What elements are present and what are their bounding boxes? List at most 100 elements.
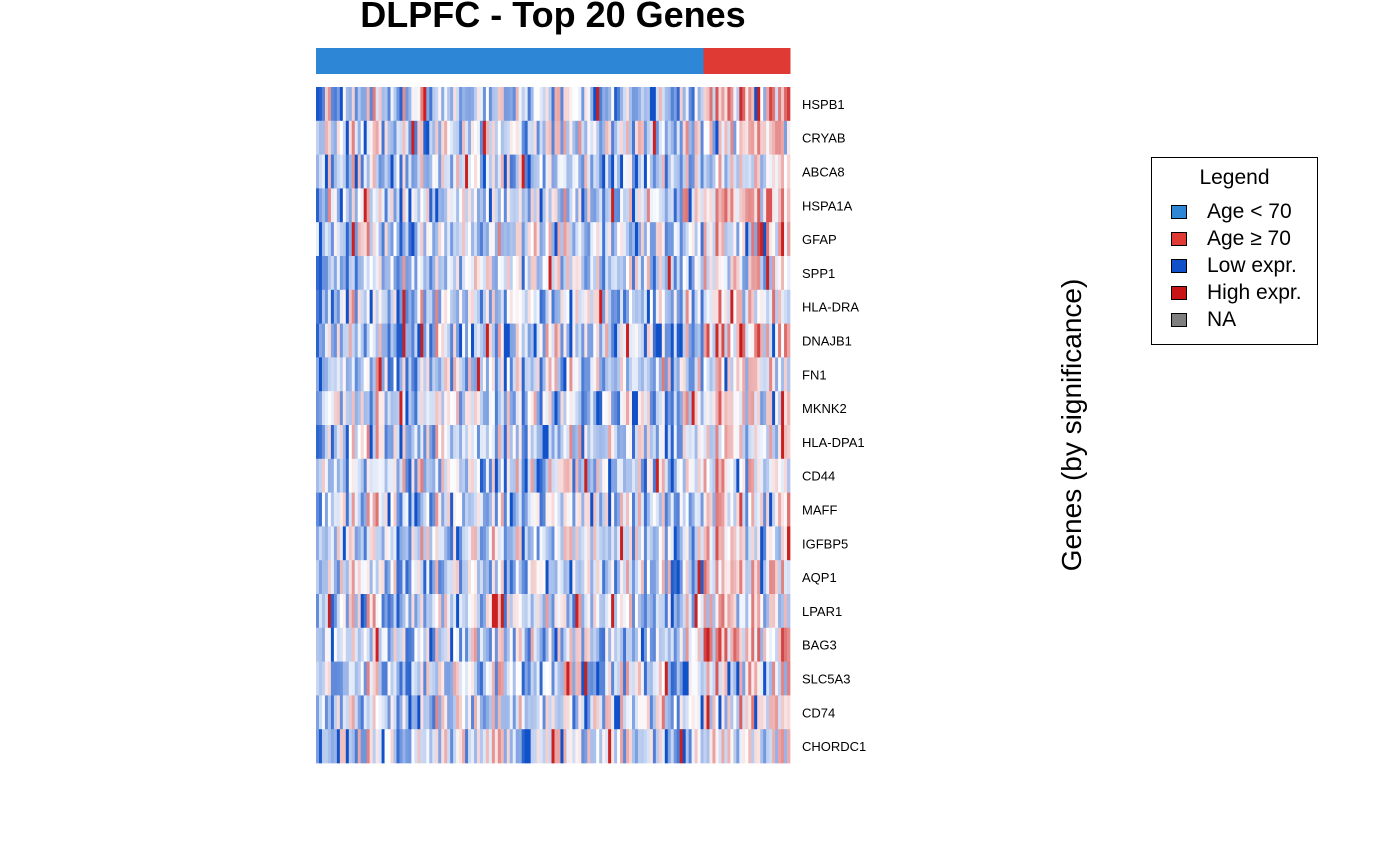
heatmap-cell: [626, 256, 630, 291]
heatmap-cell: [745, 661, 749, 696]
heatmap-cell: [354, 594, 359, 629]
heatmap-cell: [620, 560, 624, 595]
heatmap-cell: [324, 458, 329, 493]
heatmap-cell: [649, 120, 654, 155]
heatmap-cell: [640, 256, 645, 291]
heatmap-cell: [450, 661, 454, 696]
heatmap-cell: [423, 256, 427, 291]
heatmap-cell: [471, 120, 475, 155]
heatmap-cell: [620, 289, 624, 324]
heatmap-cell: [536, 391, 540, 426]
heatmap-cell: [569, 188, 573, 223]
heatmap-cell: [649, 323, 654, 358]
heatmap-cell: [784, 289, 788, 324]
heatmap-cell: [551, 661, 555, 696]
heatmap-cell: [536, 594, 540, 629]
heatmap-cell: [536, 120, 540, 155]
heatmap-cell: [512, 560, 517, 595]
heatmap-cell: [515, 120, 520, 155]
heatmap-cell: [351, 289, 356, 324]
heatmap-cell: [479, 425, 484, 460]
heatmap-cell: [468, 627, 472, 662]
heatmap-cell: [706, 323, 710, 358]
heatmap-cell: [584, 458, 588, 493]
heatmap-cell: [512, 120, 517, 155]
heatmap-cell: [700, 526, 704, 561]
heatmap-cell: [599, 289, 603, 324]
heatmap-cell: [316, 87, 320, 122]
heatmap-cell: [584, 357, 588, 392]
heatmap-cell: [563, 87, 567, 122]
heatmap-cell: [605, 560, 609, 595]
heatmap-cell: [438, 256, 442, 291]
heatmap-cell: [396, 222, 400, 257]
heatmap-cell: [685, 222, 689, 257]
heatmap-cell: [453, 87, 457, 122]
heatmap-cell: [787, 357, 791, 392]
heatmap-cell: [491, 729, 496, 764]
heatmap-cell: [405, 425, 409, 460]
heatmap-cell: [632, 87, 636, 122]
heatmap-cell: [411, 458, 415, 493]
heatmap-cell: [655, 120, 660, 155]
heatmap-cell: [545, 526, 549, 561]
heatmap-cell: [781, 357, 785, 392]
heatmap-cell: [366, 594, 371, 629]
heatmap-cell: [384, 391, 388, 426]
heatmap-cell: [506, 492, 511, 527]
heatmap-cell: [482, 391, 487, 426]
heatmap-cell: [709, 87, 713, 122]
heatmap-cell: [605, 256, 609, 291]
heatmap-cell: [476, 289, 481, 324]
heatmap-cell: [557, 458, 561, 493]
heatmap-cell: [769, 560, 773, 595]
heatmap-cell: [629, 154, 633, 189]
heatmap-cell: [784, 627, 788, 662]
heatmap-cell: [545, 425, 549, 460]
heatmap-cell: [715, 729, 719, 764]
heatmap-cell: [694, 560, 698, 595]
heatmap-cell: [488, 87, 493, 122]
heatmap-cell: [706, 594, 710, 629]
heatmap-cell: [453, 188, 457, 223]
heatmap-cell: [667, 458, 672, 493]
heatmap-cell: [408, 357, 412, 392]
heatmap-cell: [739, 323, 743, 358]
heatmap-cell: [396, 458, 400, 493]
heatmap-cell: [468, 120, 472, 155]
heatmap-cell: [736, 729, 740, 764]
heatmap-cell: [524, 458, 529, 493]
heatmap-cell: [572, 526, 576, 561]
heatmap-cell: [715, 695, 719, 730]
heatmap-cell: [369, 222, 373, 257]
heatmap-cell: [324, 661, 329, 696]
heatmap-cell: [476, 222, 481, 257]
heatmap-cell: [494, 560, 499, 595]
heatmap-cell: [587, 323, 591, 358]
heatmap-cell: [465, 661, 469, 696]
heatmap-cell: [754, 87, 758, 122]
heatmap-cell: [417, 695, 421, 730]
heatmap-cell: [590, 729, 594, 764]
heatmap-cell: [688, 357, 692, 392]
heatmap-cell: [378, 560, 382, 595]
heatmap-cell: [387, 357, 391, 392]
heatmap-cell: [474, 120, 478, 155]
heatmap-cell: [694, 188, 698, 223]
heatmap-cell: [560, 154, 564, 189]
heatmap-cell: [524, 425, 529, 460]
heatmap-cell: [617, 458, 621, 493]
heatmap-cell: [649, 729, 654, 764]
heatmap-cell: [611, 661, 615, 696]
heatmap-cell: [393, 120, 397, 155]
heatmap-cell: [778, 289, 782, 324]
heatmap-cell: [456, 425, 460, 460]
heatmap-cell: [742, 729, 746, 764]
heatmap-cell: [387, 289, 391, 324]
heatmap-cell: [572, 120, 576, 155]
heatmap-cell: [318, 154, 323, 189]
heatmap-cell: [781, 289, 785, 324]
heatmap-cell: [339, 323, 344, 358]
heatmap-cell: [572, 458, 576, 493]
heatmap-cell: [387, 729, 391, 764]
